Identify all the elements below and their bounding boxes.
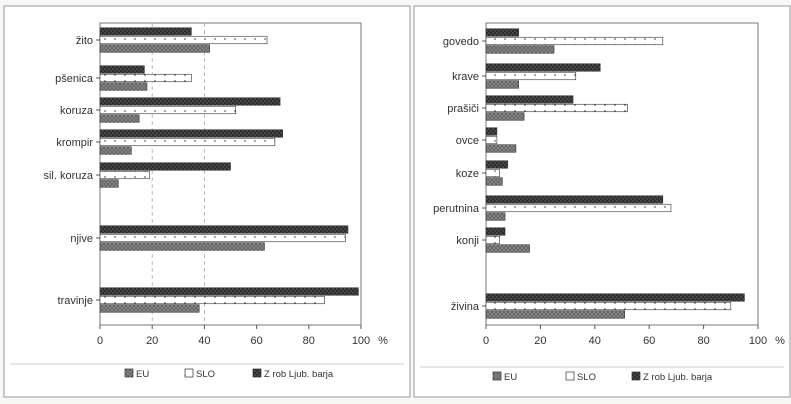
bar-slo — [485, 168, 500, 178]
x-tick-label: 60 — [250, 335, 262, 347]
bar-slo — [485, 235, 500, 245]
bar-eu — [99, 242, 265, 251]
category-label: govedo — [443, 36, 479, 48]
category-label: njive — [70, 233, 93, 245]
bar-z-rob-ljub-barja — [99, 162, 231, 171]
x-unit-label: % — [378, 335, 388, 347]
x-tick-label: 100 — [749, 335, 767, 347]
category-label: travinje — [58, 295, 93, 307]
bar-slo — [485, 71, 577, 81]
bar-eu — [485, 112, 525, 121]
bar-slo — [99, 105, 237, 115]
x-tick-label: 20 — [146, 335, 158, 347]
bar-slo — [99, 73, 192, 83]
bar-slo — [99, 233, 346, 243]
bar-slo — [99, 35, 268, 45]
x-tick-label: 40 — [589, 335, 601, 347]
bar-z-rob-ljub-barja — [99, 129, 283, 138]
bar-eu — [99, 44, 210, 53]
bar-slo — [485, 103, 628, 113]
bar-z-rob-ljub-barja — [99, 65, 145, 74]
category-label: koze — [456, 168, 479, 180]
x-unit-label: % — [775, 335, 785, 347]
panel-frame — [3, 5, 411, 398]
bar-eu — [99, 179, 119, 188]
chart-panel-1: 0 20 40 60 80 100 % žito pšenica koruza krompir sil… — [3, 5, 411, 398]
bar-eu — [99, 114, 140, 123]
bar-z-rob-ljub-barja — [99, 225, 349, 234]
category-label: konji — [456, 235, 479, 247]
bar-eu — [485, 244, 530, 253]
bar-eu — [485, 45, 555, 54]
legend-swatch — [565, 371, 575, 381]
legend-swatch — [184, 368, 194, 378]
bar-slo — [99, 170, 150, 180]
x-tick-label: 0 — [483, 335, 489, 347]
legend-swatch — [124, 368, 134, 378]
bar-z-rob-ljub-barja — [485, 293, 745, 302]
category-label: žito — [76, 35, 93, 47]
legend-label: SLO — [577, 372, 596, 383]
bar-eu — [485, 212, 506, 221]
legend-label: Z rob Ljub. barja — [264, 369, 334, 380]
legend-swatch — [252, 368, 262, 378]
x-tick-label: 40 — [198, 335, 210, 347]
x-tick-label: 80 — [697, 335, 709, 347]
category-label: prašiči — [447, 103, 479, 115]
bar-z-rob-ljub-barja — [485, 227, 506, 236]
bar-slo — [485, 36, 664, 46]
bar-eu — [99, 146, 132, 155]
chart-panel-2: 0 20 40 60 80 100 % govedo krave prašiči ovce koze p… — [413, 5, 791, 398]
x-tick-label: 80 — [303, 335, 315, 347]
x-tick-label: 60 — [643, 335, 655, 347]
bar-slo — [485, 301, 732, 311]
category-label: sil. koruza — [43, 170, 93, 182]
bar-eu — [485, 177, 503, 186]
bar-z-rob-ljub-barja — [485, 160, 509, 169]
legend-swatch — [492, 371, 502, 381]
x-tick-label: 100 — [352, 335, 370, 347]
legend-label: Z rob Ljub. barja — [643, 372, 713, 383]
category-label: živina — [451, 301, 480, 313]
bar-slo — [99, 137, 276, 147]
bar-z-rob-ljub-barja — [485, 195, 664, 204]
bar-z-rob-ljub-barja — [485, 95, 574, 104]
bar-z-rob-ljub-barja — [485, 127, 498, 136]
bar-eu — [485, 144, 517, 153]
bar-slo — [99, 295, 325, 305]
category-label: pšenica — [55, 73, 94, 85]
legend-label: EU — [504, 372, 517, 383]
bar-z-rob-ljub-barja — [99, 27, 192, 36]
category-label: krave — [452, 71, 479, 83]
legend-label: EU — [136, 369, 149, 380]
category-label: perutnina — [433, 203, 480, 215]
bar-eu — [99, 304, 200, 313]
bar-z-rob-ljub-barja — [99, 97, 281, 106]
bar-z-rob-ljub-barja — [99, 287, 359, 296]
bar-eu — [99, 82, 148, 91]
bar-z-rob-ljub-barja — [485, 63, 601, 72]
x-tick-label: 20 — [534, 335, 546, 347]
category-label: krompir — [56, 137, 93, 149]
bar-slo — [485, 135, 498, 145]
category-label: koruza — [60, 105, 94, 117]
bar-z-rob-ljub-barja — [485, 28, 519, 37]
bar-eu — [485, 310, 626, 319]
legend-label: SLO — [196, 369, 215, 380]
bar-eu — [485, 80, 519, 89]
x-tick-label: 0 — [97, 335, 103, 347]
bar-slo — [485, 203, 672, 213]
legend-swatch — [631, 371, 641, 381]
category-label: ovce — [456, 135, 479, 147]
